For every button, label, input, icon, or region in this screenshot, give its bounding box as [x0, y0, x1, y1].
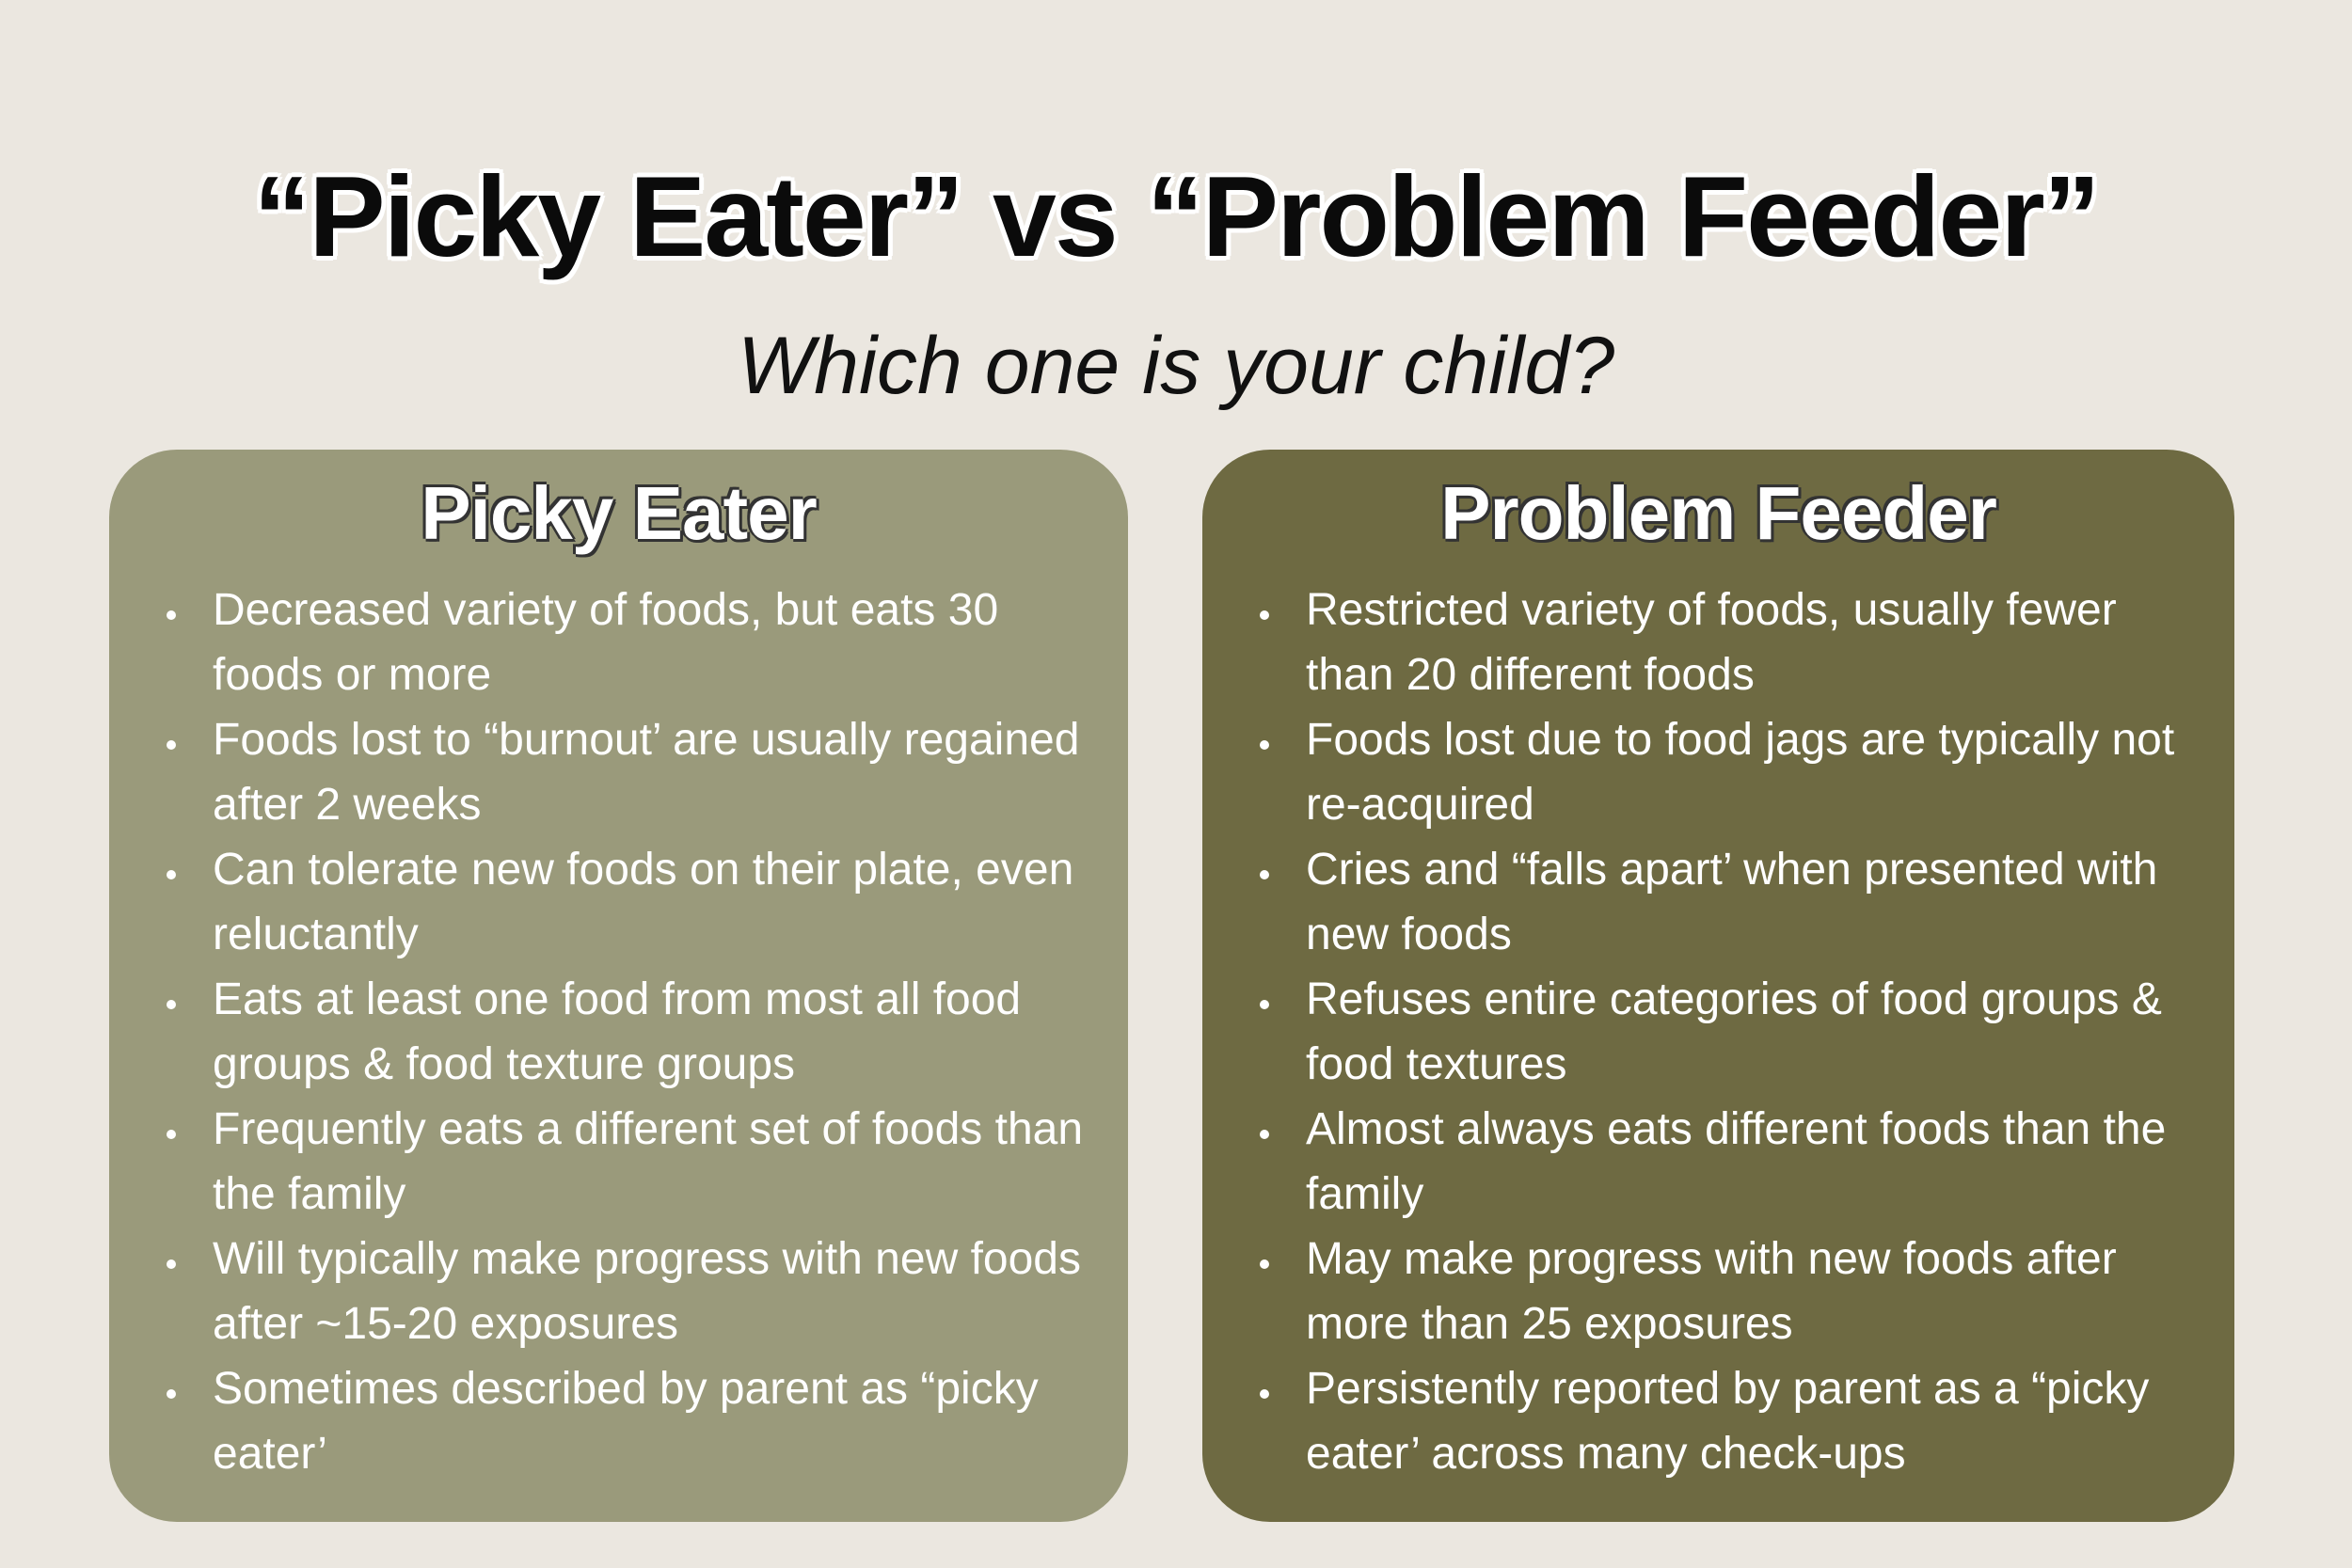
list-item: Frequently eats a different set of foods…: [192, 1097, 1100, 1227]
title: “Picky Eater” vs “Problem Feeder”: [253, 152, 2100, 280]
picky-eater-panel: Picky Eater Decreased variety of foods, …: [109, 450, 1128, 1522]
list-item: Persistently reported by parent as a “pi…: [1285, 1356, 2206, 1486]
list-item: Will typically make progress with new fo…: [192, 1227, 1100, 1356]
list-item: Sometimes described by parent as “picky …: [192, 1356, 1100, 1486]
list-item: Restricted variety of foods, usually few…: [1285, 578, 2206, 707]
list-item: Can tolerate new foods on their plate, e…: [192, 837, 1100, 967]
item-list: Restricted variety of foods, usually few…: [1202, 578, 2234, 1486]
problem-feeder-panel: Problem Feeder Restricted variety of foo…: [1202, 450, 2234, 1522]
list-item: Cries and “falls apart’ when presented w…: [1285, 837, 2206, 967]
subtitle: Which one is your child?: [737, 321, 1615, 411]
list-item: Foods lost to “burnout’ are usually rega…: [192, 707, 1100, 837]
list-item: Eats at least one food from most all foo…: [192, 967, 1100, 1097]
panel-heading: Problem Feeder: [1440, 471, 1997, 555]
list-item: Refuses entire categories of food groups…: [1285, 967, 2206, 1097]
list-item: Decreased variety of foods, but eats 30 …: [192, 578, 1100, 707]
list-item: Almost always eats different foods than …: [1285, 1097, 2206, 1227]
panel-heading: Picky Eater: [421, 471, 817, 555]
list-item: Foods lost due to food jags are typicall…: [1285, 707, 2206, 837]
item-list: Decreased variety of foods, but eats 30 …: [109, 578, 1128, 1486]
list-item: May make progress with new foods after m…: [1285, 1227, 2206, 1356]
